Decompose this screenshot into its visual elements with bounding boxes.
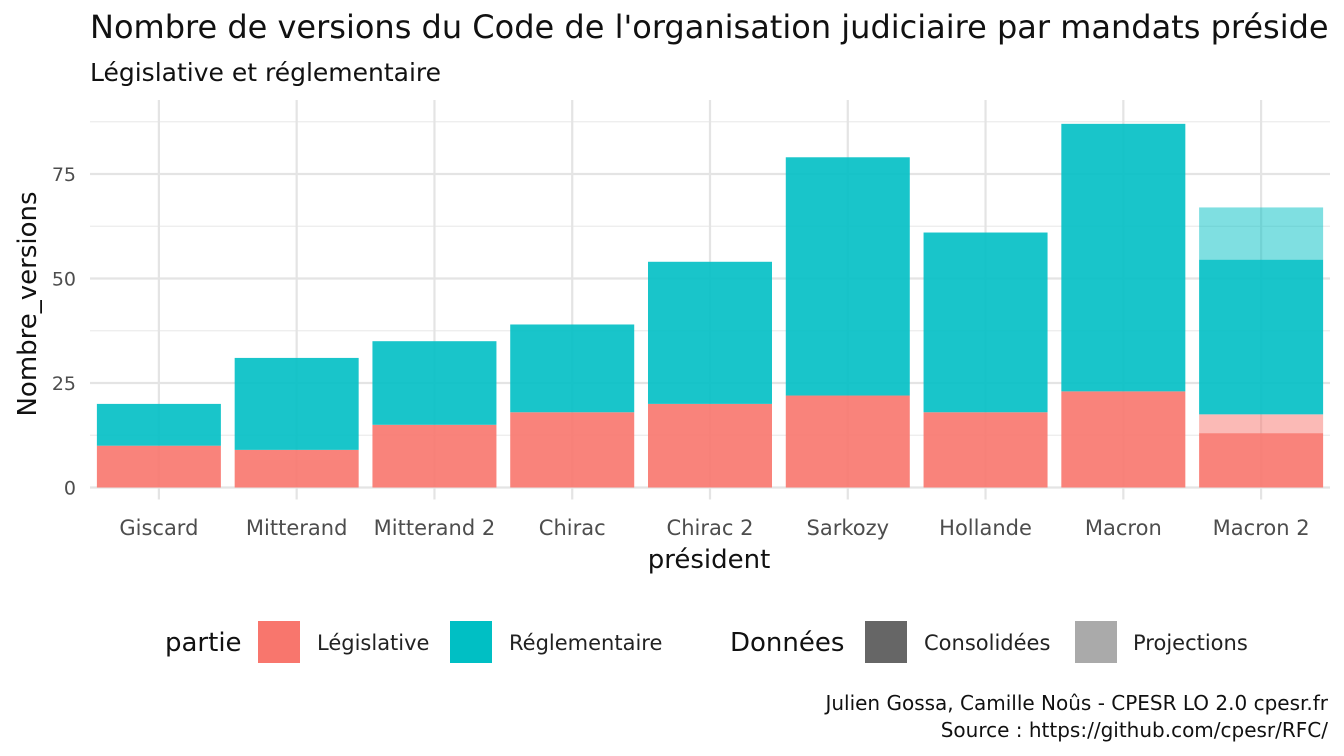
legend-key-projections — [1075, 621, 1117, 663]
legend-key-legislative — [258, 621, 300, 663]
legend-label: Réglementaire — [509, 631, 662, 655]
bar-segment — [1199, 259, 1324, 415]
caption-authors: Julien Gossa, Camille Noûs - CPESR LO 2.… — [825, 691, 1328, 715]
legend-title-partie: partie — [165, 628, 242, 658]
bar-segment — [234, 357, 359, 450]
x-tick-label: Chirac 2 — [667, 516, 754, 540]
chart-title: Nombre de versions du Code de l'organisa… — [90, 8, 1329, 46]
bar-segment — [234, 449, 359, 488]
y-tick-label: 50 — [52, 269, 76, 291]
bar-segment — [1199, 414, 1324, 434]
chart-caption: Julien Gossa, Camille Noûs - CPESR LO 2.… — [825, 690, 1328, 744]
x-tick-label: Mitterand — [246, 516, 347, 540]
x-tick-label: Chirac — [539, 516, 606, 540]
bar-segment — [372, 424, 497, 488]
bar-segment — [1199, 207, 1324, 260]
legend-label: Projections — [1133, 631, 1248, 655]
bar-segment — [785, 395, 910, 488]
chart-subtitle: Législative et réglementaire — [90, 58, 442, 87]
legend-key-reglementaire — [450, 621, 492, 663]
legend-key-consolidees — [865, 621, 907, 663]
x-tick-label: Mitterand 2 — [374, 516, 496, 540]
bar-segment — [785, 157, 910, 396]
caption-source: Source : https://github.com/cpesr/RFC/ — [940, 718, 1328, 742]
y-tick-label: 25 — [52, 373, 76, 395]
y-axis-title: Nombre_versions — [13, 191, 43, 416]
legend-title-donnees: Données — [730, 628, 844, 658]
bar-segment — [1061, 391, 1186, 488]
x-tick-label: Sarkozy — [807, 516, 890, 540]
y-tick-label: 75 — [52, 164, 76, 186]
bar-segment — [923, 412, 1048, 488]
bar-segment — [96, 403, 221, 446]
bar-segment — [372, 341, 497, 425]
bar-segment — [648, 261, 772, 404]
bar-segment — [923, 232, 1048, 413]
x-tick-label: Macron — [1085, 516, 1162, 540]
y-tick-label: 0 — [64, 478, 76, 500]
bar-segment — [510, 324, 635, 413]
x-tick-label: Macron 2 — [1213, 516, 1310, 540]
legend-label: Consolidées — [924, 631, 1050, 655]
bar-segment — [1199, 433, 1324, 488]
legend-label: Législative — [317, 631, 429, 655]
x-tick-label: Hollande — [939, 516, 1032, 540]
x-tick-label: Giscard — [119, 516, 198, 540]
bar-segment — [96, 445, 221, 488]
x-axis-title: président — [648, 545, 771, 575]
bar-segment — [1061, 123, 1186, 392]
bar-segment — [648, 403, 772, 488]
bar-segment — [510, 412, 635, 488]
